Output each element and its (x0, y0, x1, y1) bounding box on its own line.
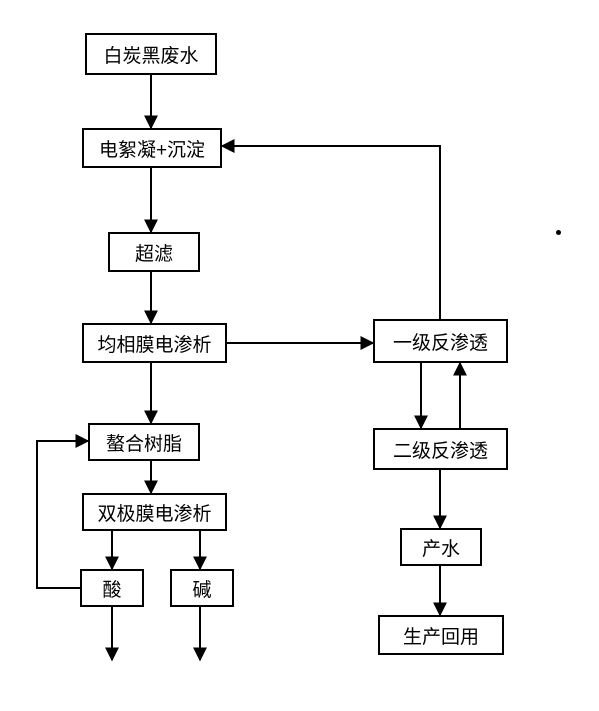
node-n5: 螯合树脂 (88, 423, 200, 461)
node-label: 螯合树脂 (106, 429, 182, 456)
node-label: 电絮凝+沉淀 (99, 135, 205, 162)
node-n11: 产水 (400, 528, 482, 566)
edge-n9-n2 (222, 146, 440, 319)
node-label: 白炭黑废水 (103, 41, 198, 68)
node-n9: 一级反渗透 (373, 319, 508, 363)
node-n3: 超滤 (108, 232, 200, 272)
node-n7: 酸 (80, 569, 144, 607)
node-n1: 白炭黑废水 (85, 33, 217, 75)
node-label: 生产回用 (403, 622, 479, 649)
node-label: 产水 (422, 534, 460, 561)
node-n4: 均相膜电渗析 (82, 323, 227, 363)
node-n2: 电絮凝+沉淀 (82, 128, 222, 168)
decorative-dot (556, 230, 561, 235)
node-n8: 碱 (170, 569, 234, 607)
node-label: 一级反渗透 (393, 328, 488, 355)
node-label: 酸 (102, 575, 121, 602)
edge-n7-n5 (37, 441, 88, 588)
node-label: 均相膜电渗析 (97, 330, 211, 357)
node-n6: 双极膜电渗析 (82, 493, 227, 531)
node-label: 超滤 (135, 239, 173, 266)
node-n10: 二级反渗透 (373, 428, 508, 470)
node-n12: 生产回用 (378, 615, 504, 655)
node-label: 双极膜电渗析 (97, 499, 211, 526)
node-label: 碱 (192, 575, 211, 602)
node-label: 二级反渗透 (393, 436, 488, 463)
